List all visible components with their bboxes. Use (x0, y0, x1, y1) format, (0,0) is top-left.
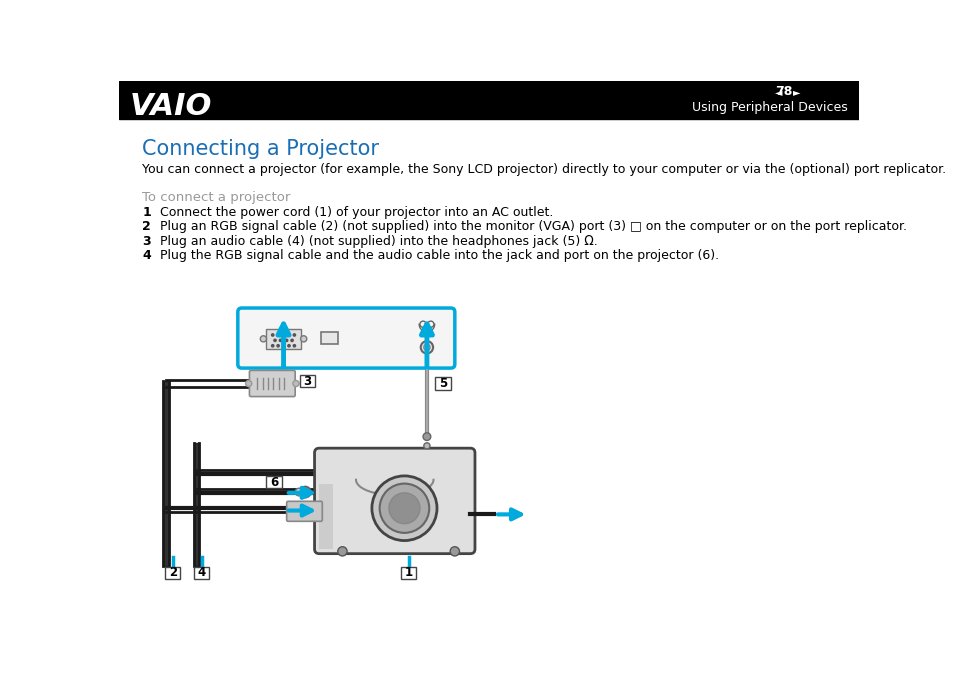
Circle shape (282, 344, 284, 347)
Circle shape (422, 433, 431, 441)
Text: 2: 2 (169, 566, 176, 580)
Bar (165, 567, 180, 579)
Text: 4: 4 (197, 566, 205, 580)
FancyBboxPatch shape (314, 448, 475, 553)
Circle shape (279, 339, 281, 342)
Circle shape (272, 334, 274, 336)
Text: 5: 5 (438, 377, 447, 390)
Circle shape (291, 339, 293, 342)
Text: 1: 1 (404, 566, 412, 580)
Text: Plug an audio cable (4) (not supplied) into the headphones jack (5) Ω.: Plug an audio cable (4) (not supplied) i… (160, 235, 598, 248)
Text: 78: 78 (775, 85, 792, 98)
Circle shape (282, 334, 284, 336)
Bar (266, 329, 300, 349)
Circle shape (276, 344, 279, 347)
Circle shape (260, 336, 266, 342)
Circle shape (379, 483, 429, 533)
Circle shape (276, 334, 279, 336)
Circle shape (420, 341, 433, 353)
Bar (193, 567, 209, 579)
Circle shape (423, 344, 430, 350)
Text: Using Peripheral Devices: Using Peripheral Devices (691, 100, 847, 113)
Text: ►: ► (792, 87, 800, 96)
Text: Plug an RGB signal cable (2) (not supplied) into the monitor (VGA) port (3) □ on: Plug an RGB signal cable (2) (not suppli… (160, 220, 906, 233)
FancyBboxPatch shape (286, 501, 322, 521)
Circle shape (274, 339, 276, 342)
Circle shape (293, 334, 295, 336)
Circle shape (450, 547, 459, 556)
Circle shape (285, 339, 288, 342)
Text: VAIO: VAIO (130, 92, 213, 121)
FancyBboxPatch shape (249, 371, 294, 396)
Text: 1: 1 (142, 206, 152, 220)
Text: ◄: ◄ (774, 87, 781, 96)
Circle shape (337, 547, 347, 556)
Text: 3: 3 (142, 235, 151, 248)
Circle shape (288, 334, 290, 336)
Text: Connect the power cord (1) of your projector into an AC outlet.: Connect the power cord (1) of your proje… (160, 206, 553, 220)
Bar (266, 476, 282, 488)
Bar (320, 332, 337, 344)
Circle shape (372, 476, 436, 541)
Text: 4: 4 (142, 249, 152, 262)
Bar (400, 567, 416, 579)
Circle shape (389, 493, 419, 524)
Bar (319, 483, 333, 549)
FancyBboxPatch shape (237, 308, 455, 368)
Circle shape (294, 488, 303, 496)
Text: 2: 2 (142, 220, 152, 233)
Circle shape (293, 344, 295, 347)
Circle shape (293, 380, 298, 387)
Bar (435, 377, 451, 390)
Circle shape (299, 487, 311, 497)
Bar (299, 375, 315, 388)
Text: You can connect a projector (for example, the Sony LCD projector) directly to yo: You can connect a projector (for example… (142, 163, 945, 177)
Circle shape (272, 344, 274, 347)
Circle shape (288, 344, 290, 347)
Text: Plug the RGB signal cable and the audio cable into the jack and port on the proj: Plug the RGB signal cable and the audio … (160, 249, 719, 262)
Bar (119, 81, 858, 119)
Text: To connect a projector: To connect a projector (142, 191, 291, 204)
Text: 3: 3 (303, 375, 312, 388)
Text: 6: 6 (270, 476, 278, 489)
Circle shape (245, 380, 252, 387)
Circle shape (423, 443, 430, 449)
Circle shape (300, 336, 307, 342)
Text: Connecting a Projector: Connecting a Projector (142, 140, 379, 159)
